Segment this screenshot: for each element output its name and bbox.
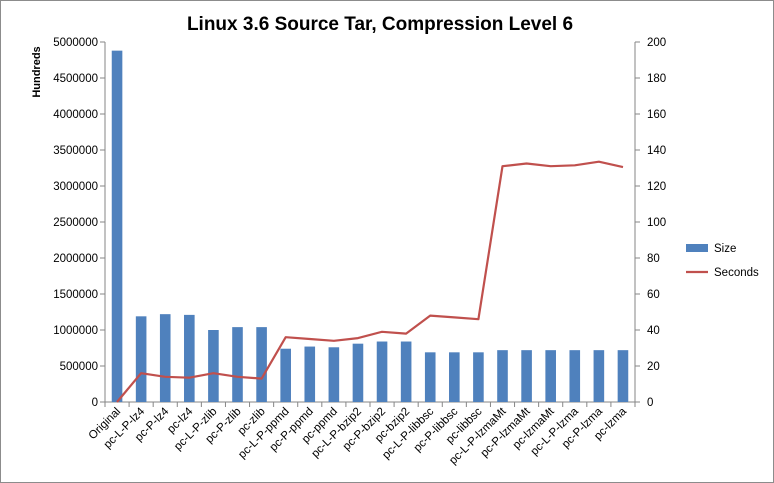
y-axis-left-label: Hundreds	[31, 46, 43, 97]
y-right-tick-label: 40	[647, 325, 660, 337]
bar-size	[449, 352, 460, 402]
y-right-tick-label: 160	[647, 109, 666, 121]
y-right-tick-label: 200	[647, 37, 666, 49]
bar-size	[111, 50, 123, 402]
chart-title: Linux 3.6 Source Tar, Compression Level …	[187, 14, 573, 35]
y-left-tick-label: 0	[92, 397, 98, 409]
y-left-tick-label: 500000	[60, 361, 98, 373]
legend-swatch-size	[686, 244, 708, 252]
bar-size	[328, 347, 340, 402]
y-left-tick-label: 4000000	[53, 109, 98, 121]
bar-size	[184, 314, 195, 402]
y-right-tick-label: 120	[647, 181, 666, 193]
bar-size	[497, 350, 508, 402]
bar-size	[135, 316, 147, 402]
y-left-tick-label: 3000000	[53, 181, 98, 193]
y-right-tick-label: 20	[647, 361, 660, 373]
bar-size	[232, 327, 243, 402]
legend: Size Seconds	[686, 243, 759, 279]
y-left-tick-label: 2500000	[53, 217, 98, 229]
y-left-tick-label: 2000000	[53, 253, 98, 265]
line-seconds	[116, 160, 624, 403]
y-right-tick-label: 0	[647, 397, 653, 409]
y-right-tick-label: 140	[647, 145, 666, 157]
bar-size	[352, 343, 364, 402]
y-left-tick-label: 4500000	[53, 73, 98, 85]
bar-size	[569, 350, 581, 402]
bar-size	[424, 352, 436, 402]
bar-size	[159, 314, 171, 402]
bar-size	[545, 350, 556, 402]
bar-size	[400, 341, 412, 402]
y-left-tick-label: 5000000	[53, 37, 98, 49]
y-right-tick-label: 180	[647, 73, 666, 85]
bar-size	[521, 350, 532, 402]
y-left-tick-label: 1000000	[53, 325, 98, 337]
bar-size	[473, 352, 484, 402]
bar-size	[617, 350, 629, 402]
y-left-tick-label: 1500000	[53, 289, 98, 301]
bar-size	[280, 348, 291, 402]
plot-area: 0 500000 1000000 1500000 2000000 2500000 30000…	[53, 37, 666, 467]
bar-size	[208, 330, 219, 402]
legend-label-size: Size	[714, 243, 736, 255]
bar-size	[256, 327, 267, 402]
legend-label-seconds: Seconds	[714, 267, 759, 279]
y-right-tick-label: 60	[647, 289, 660, 301]
y-left-tick-label: 3500000	[53, 145, 98, 157]
bar-size	[593, 350, 605, 402]
bar-size	[304, 346, 316, 402]
bar-size	[376, 341, 388, 402]
y-right-tick-label: 100	[647, 217, 666, 229]
y-right-tick-label: 80	[647, 253, 660, 265]
